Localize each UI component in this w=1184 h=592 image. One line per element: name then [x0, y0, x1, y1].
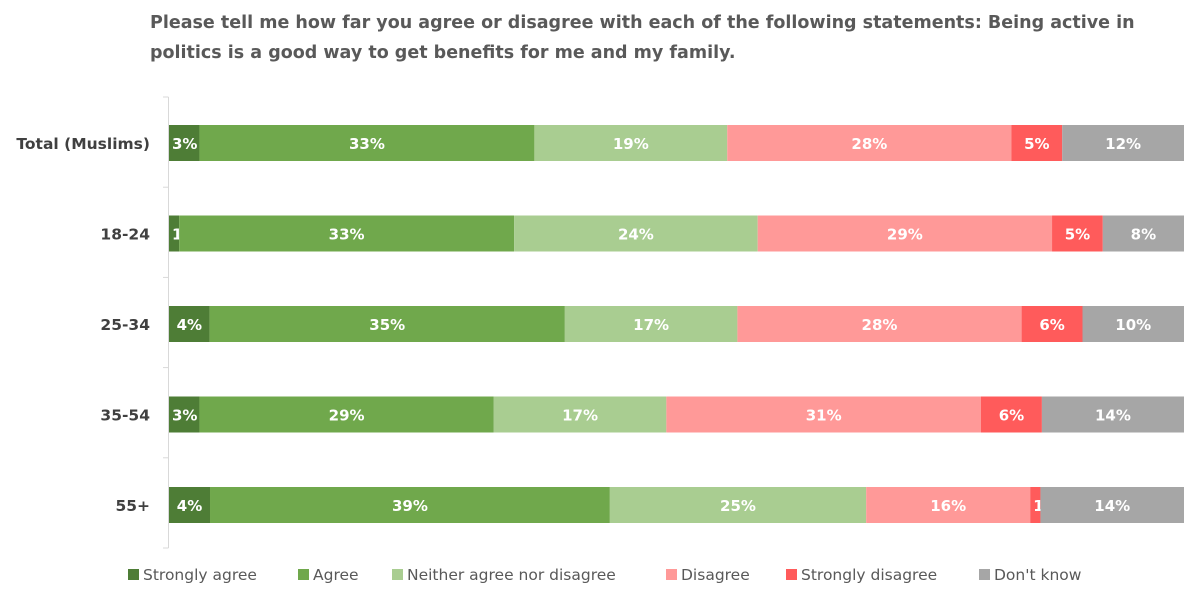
bar-segment	[534, 125, 728, 161]
chart-title: Please tell me how far you agree or disa…	[150, 13, 1135, 63]
data-label: 19%	[613, 135, 649, 153]
bar-segment	[169, 306, 210, 342]
category-label: 18-24	[100, 226, 150, 244]
bar-segment	[514, 215, 758, 252]
data-label: 4%	[177, 316, 202, 334]
data-label: 6%	[999, 407, 1024, 425]
bar-segment	[609, 487, 867, 523]
data-label: 33%	[329, 226, 365, 244]
data-label: 17%	[562, 407, 598, 425]
bar-segment	[1011, 125, 1063, 161]
bar-segment	[209, 306, 565, 342]
data-label: 5%	[1065, 226, 1090, 244]
bar-segment	[666, 396, 981, 433]
data-label: 39%	[392, 497, 428, 515]
bar-segment	[169, 125, 200, 161]
bar-segment	[1062, 125, 1184, 161]
bar-segment	[210, 487, 610, 523]
data-label: 35%	[369, 316, 405, 334]
bar-segment	[1052, 215, 1103, 252]
legend-label: Disagree	[681, 566, 750, 584]
legend-swatch	[392, 569, 403, 580]
bar-segment	[737, 306, 1022, 342]
bar-segment	[1030, 487, 1041, 523]
data-label: 24%	[618, 226, 654, 244]
category-label: 25-34	[100, 316, 150, 334]
legend-label: Don't know	[994, 566, 1082, 584]
bar-segment	[493, 396, 667, 433]
bar-segment	[169, 215, 180, 252]
data-label: 29%	[887, 226, 923, 244]
data-label: 25%	[720, 497, 756, 515]
bar-segment	[179, 215, 515, 252]
legend-swatch	[666, 569, 677, 580]
data-label: 29%	[329, 407, 365, 425]
data-label: 17%	[633, 316, 669, 334]
bar-segment	[169, 487, 211, 523]
bar-segment	[727, 125, 1012, 161]
data-label: 12%	[1105, 135, 1141, 153]
bar-segment	[564, 306, 738, 342]
data-label: 5%	[1024, 135, 1049, 153]
data-label: 31%	[806, 407, 842, 425]
data-label: 28%	[862, 316, 898, 334]
category-label: 35-54	[100, 407, 150, 425]
category-label: Total (Muslims)	[16, 135, 150, 153]
bar-segment	[199, 125, 535, 161]
data-label: 10%	[1115, 316, 1151, 334]
category-label: 55+	[115, 497, 150, 515]
data-label: 6%	[1039, 316, 1064, 334]
data-label: 14%	[1095, 407, 1131, 425]
data-label: 3%	[172, 135, 197, 153]
data-label: 8%	[1131, 226, 1156, 244]
data-label: 28%	[851, 135, 887, 153]
legend-swatch	[298, 569, 309, 580]
bar-segment	[1041, 396, 1184, 433]
bar-segment	[1021, 306, 1083, 342]
data-label: 3%	[172, 407, 197, 425]
data-label: 16%	[930, 497, 966, 515]
bar-segment	[199, 396, 494, 433]
bar-segment	[757, 215, 1053, 252]
bar-segment	[169, 396, 200, 433]
legend-swatch	[128, 569, 139, 580]
legend-label: Strongly agree	[143, 566, 257, 584]
data-label: 14%	[1094, 497, 1130, 515]
bar-segment	[1040, 487, 1184, 523]
bar-segment	[866, 487, 1031, 523]
bar-segment	[1082, 306, 1184, 342]
data-label: 33%	[349, 135, 385, 153]
bar-segment	[1102, 215, 1184, 252]
bar-segment	[981, 396, 1042, 433]
legend-label: Neither agree nor disagree	[407, 566, 616, 584]
legend-label: Agree	[313, 566, 359, 584]
data-label: 4%	[177, 497, 202, 515]
legend-swatch	[786, 569, 797, 580]
legend-swatch	[979, 569, 990, 580]
legend-label: Strongly disagree	[801, 566, 937, 584]
